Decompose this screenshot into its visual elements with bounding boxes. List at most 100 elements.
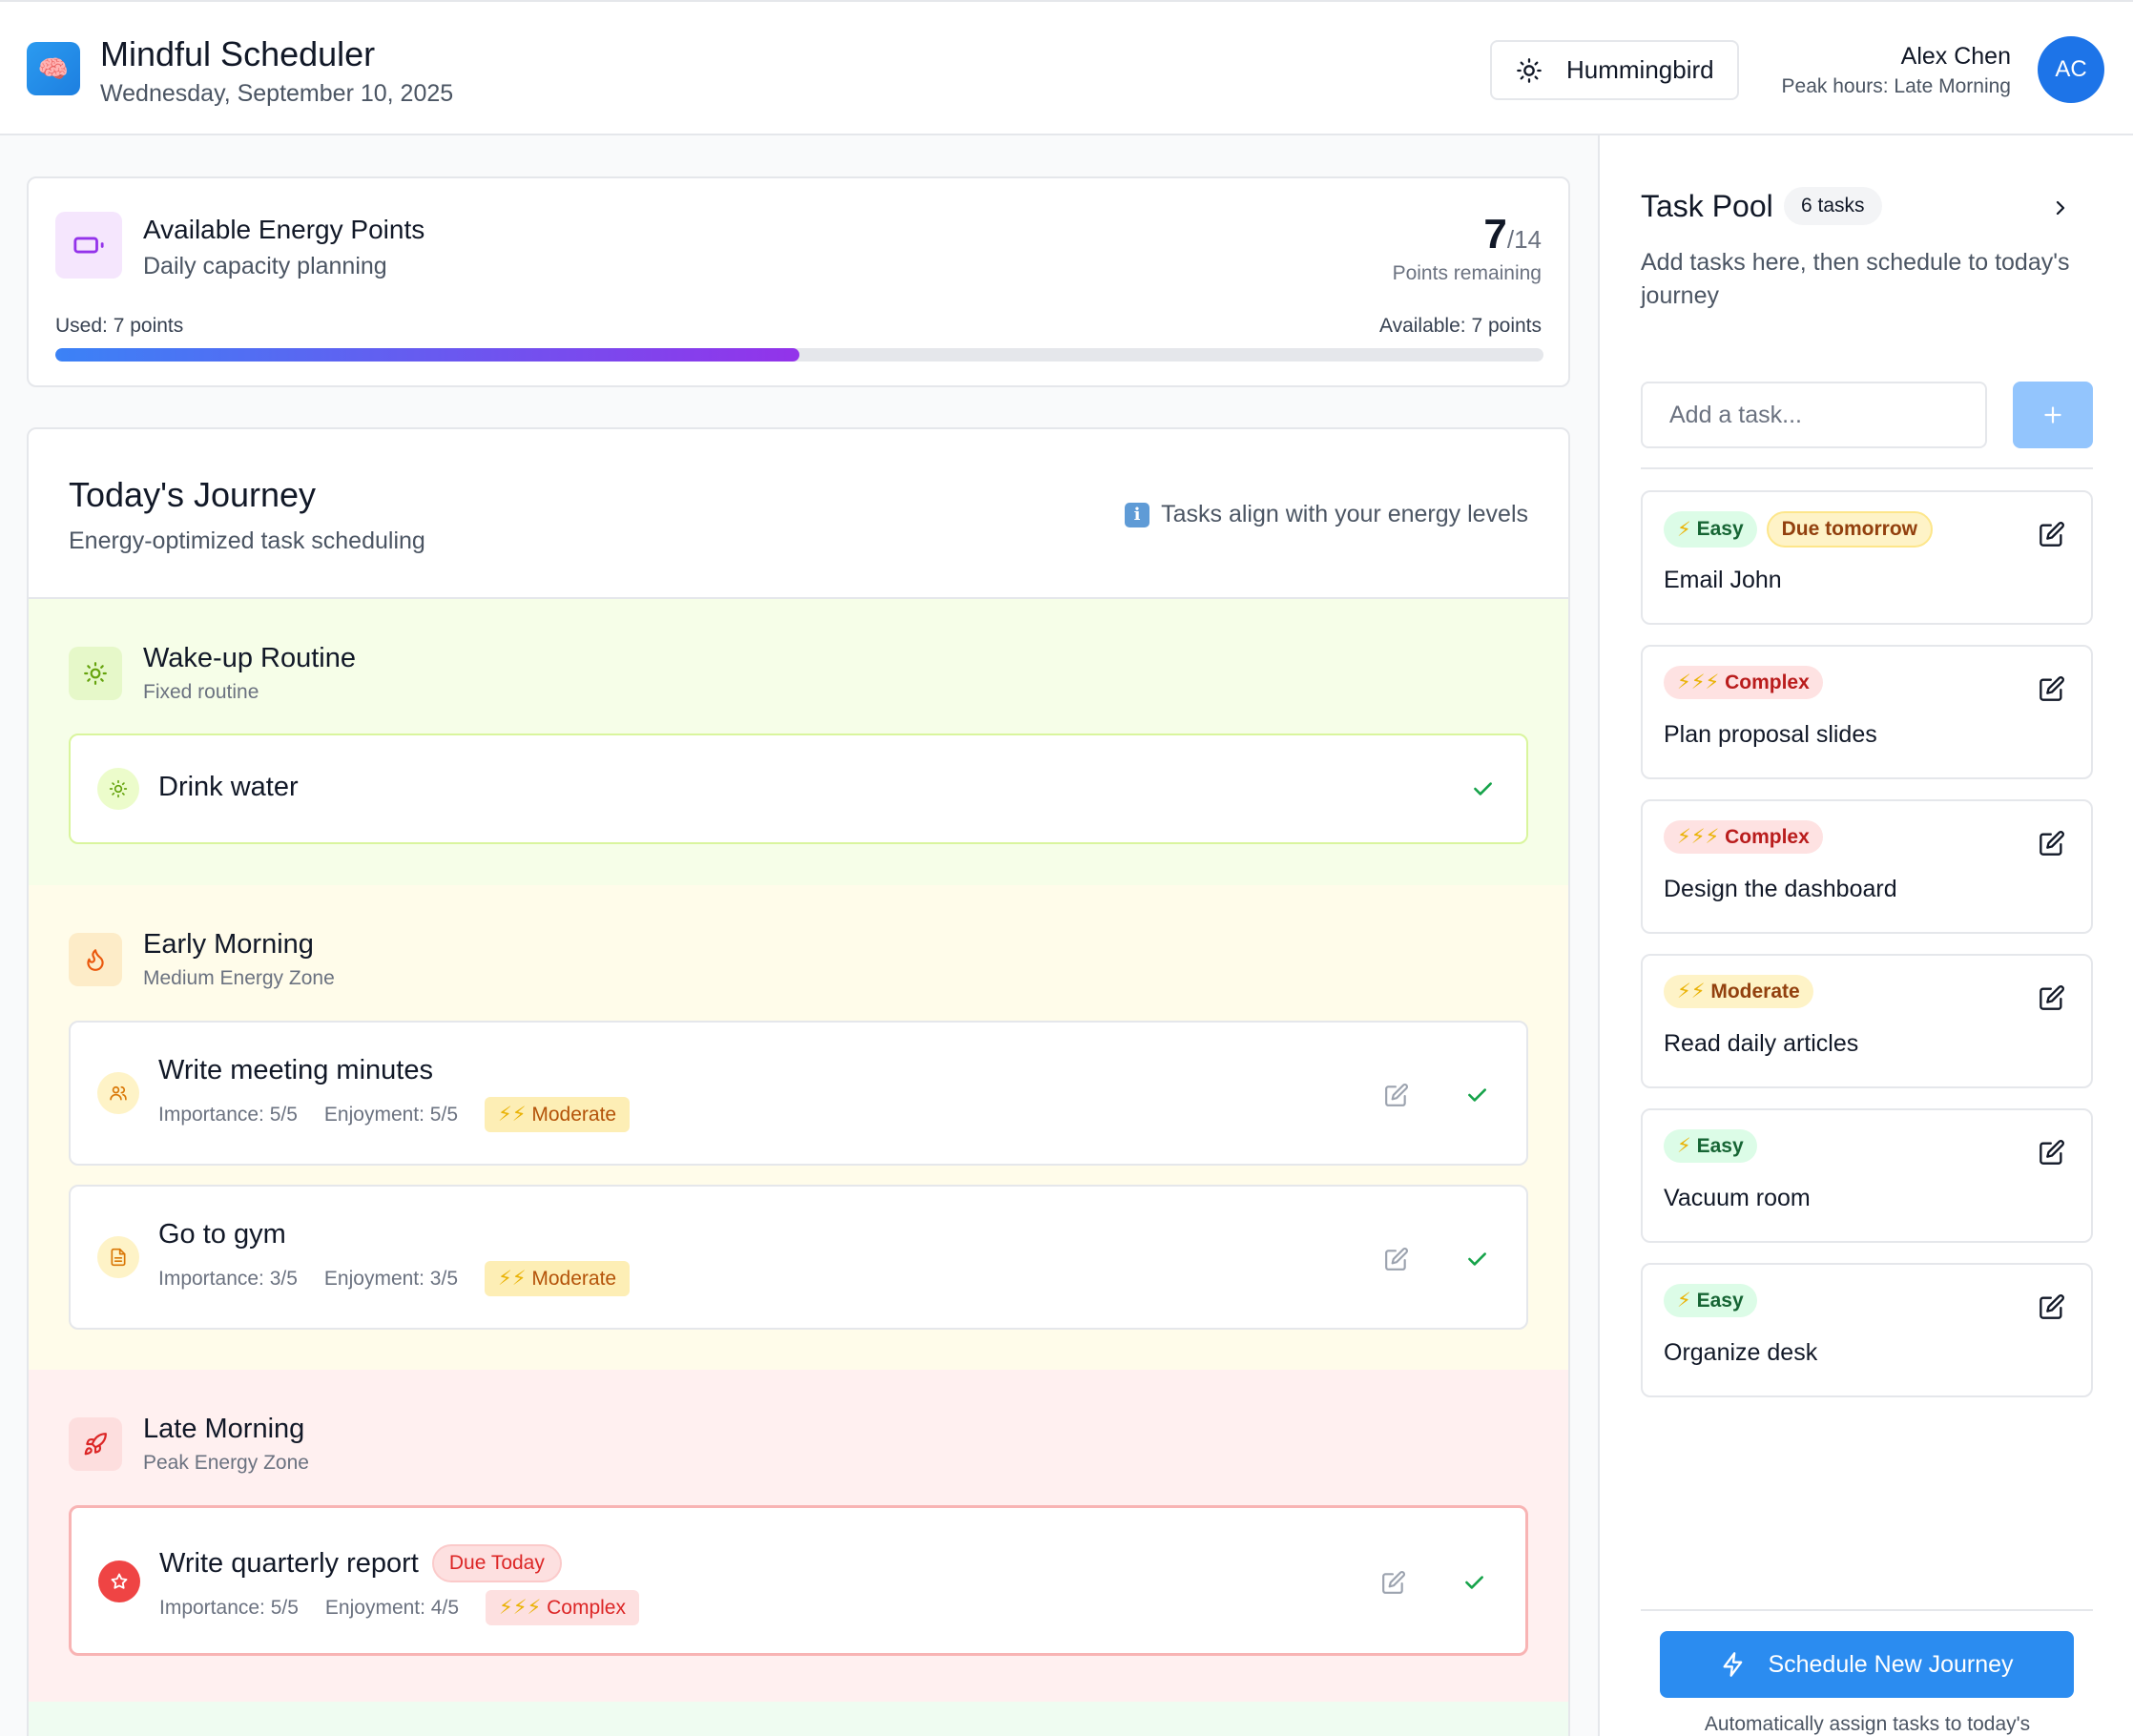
- app-header: 🧠 Mindful Scheduler Wednesday, September…: [0, 0, 2133, 135]
- check-icon: [1468, 1088, 1486, 1102]
- pool-description: Add tasks here, then schedule to today's…: [1641, 249, 2070, 309]
- edit-icon: [1382, 1571, 1405, 1594]
- edit-icon: [1385, 1084, 1408, 1106]
- lightning-icon: ⚡⚡⚡: [499, 1597, 542, 1619]
- section-subtitle: Medium Energy Zone: [143, 967, 335, 989]
- user-name: Alex Chen: [1900, 43, 2011, 70]
- lightning-icon: ⚡: [1677, 518, 1691, 541]
- schedule-journey-button[interactable]: Schedule New Journey: [1660, 1631, 2074, 1698]
- edit-task-button[interactable]: [2035, 672, 2069, 706]
- section-next: [29, 1702, 1568, 1736]
- task-card[interactable]: Drink water: [69, 734, 1528, 844]
- task-name: Drink water: [158, 772, 299, 802]
- check-icon: [1474, 782, 1492, 796]
- task-enjoyment: Enjoyment: 4/5: [324, 1596, 460, 1619]
- pool-task-card[interactable]: ⚡⚡⚡ Complex Plan proposal slides: [1641, 645, 2093, 779]
- sun-icon: [97, 768, 139, 810]
- pool-task-card[interactable]: ⚡⚡⚡ Complex Design the dashboard: [1641, 799, 2093, 934]
- lightning-icon: ⚡⚡⚡: [1677, 672, 1720, 693]
- energy-tag: ⚡⚡⚡ Complex: [1664, 820, 1823, 854]
- lightning-icon: ⚡⚡: [498, 1268, 527, 1290]
- edit-icon: [2040, 831, 2064, 856]
- edit-task-button[interactable]: [1379, 1242, 1414, 1276]
- persona-button[interactable]: Hummingbird: [1490, 40, 1739, 100]
- pool-task-title: Vacuum room: [1664, 1185, 1811, 1211]
- section-early-morning: Early Morning Medium Energy Zone Write m…: [29, 885, 1568, 1370]
- user-peak-hours: Peak hours: Late Morning: [1781, 75, 2011, 97]
- journey-title: Today's Journey: [69, 475, 317, 514]
- pool-title: Task Pool: [1641, 189, 1773, 223]
- task-meta: Importance: 5/5 Enjoyment: 4/5 ⚡⚡⚡ Compl…: [159, 1590, 639, 1625]
- section-late-morning: Late Morning Peak Energy Zone Write quar…: [29, 1370, 1568, 1702]
- app-title: Mindful Scheduler: [100, 34, 376, 73]
- section-wake-up: Wake-up Routine Fixed routine Drink wate…: [29, 599, 1568, 885]
- pool-footer-divider: [1641, 1609, 2093, 1611]
- task-importance: Importance: 3/5: [158, 1267, 298, 1290]
- energy-remaining-label: Points remaining: [1392, 262, 1542, 284]
- pool-task-card[interactable]: ⚡ Easy Due tomorrow Email John: [1641, 490, 2093, 625]
- energy-tag: ⚡ Easy: [1664, 511, 1757, 548]
- pool-task-card[interactable]: ⚡⚡ Moderate Read daily articles: [1641, 954, 2093, 1088]
- pool-task-title: Organize desk: [1664, 1339, 1818, 1366]
- add-task-input[interactable]: [1641, 382, 1987, 448]
- complete-task-button[interactable]: [1457, 1565, 1491, 1600]
- task-name: Write meeting minutes: [158, 1055, 433, 1085]
- energy-tag-label: Easy: [1696, 518, 1744, 540]
- energy-tag: ⚡⚡ Moderate: [1664, 975, 1813, 1008]
- plus-icon: [2044, 406, 2061, 424]
- section-subtitle: Fixed routine: [143, 681, 259, 703]
- check-icon: [1465, 1576, 1483, 1589]
- complete-task-button[interactable]: [1460, 1242, 1494, 1276]
- task-importance: Importance: 5/5: [159, 1596, 299, 1619]
- task-importance: Importance: 5/5: [158, 1103, 298, 1126]
- edit-task-button[interactable]: [2035, 826, 2069, 860]
- check-icon: [1468, 1252, 1486, 1266]
- energy-progress-bar: [55, 348, 1543, 362]
- complete-task-button[interactable]: [1465, 772, 1500, 806]
- pool-task-card[interactable]: ⚡ Easy Vacuum room: [1641, 1108, 2093, 1243]
- pool-task-card[interactable]: ⚡ Easy Organize desk: [1641, 1263, 2093, 1397]
- edit-icon: [1385, 1248, 1408, 1271]
- collapse-pool-button[interactable]: [2043, 191, 2078, 225]
- edit-task-button[interactable]: [2035, 1290, 2069, 1324]
- rocket-icon: [69, 1417, 122, 1471]
- energy-level-label: Moderate: [531, 1267, 617, 1290]
- energy-title: Available Energy Points: [143, 215, 425, 244]
- journey-note-text: Tasks align with your energy levels: [1161, 501, 1528, 527]
- lightning-icon: ⚡: [1677, 1135, 1691, 1157]
- task-card[interactable]: Write meeting minutes Importance: 5/5 En…: [69, 1021, 1528, 1166]
- energy-level-label: Complex: [547, 1596, 626, 1619]
- task-card[interactable]: Go to gym Importance: 3/5 Enjoyment: 3/5…: [69, 1185, 1528, 1330]
- energy-level-badge: ⚡⚡ Moderate: [485, 1261, 631, 1296]
- pool-task-title: Design the dashboard: [1664, 876, 1897, 902]
- lightning-icon: ⚡⚡: [498, 1104, 527, 1126]
- lightning-icon: [1723, 1652, 1743, 1677]
- energy-tag-label: Complex: [1725, 825, 1810, 848]
- task-card[interactable]: Write quarterly report Due Today Importa…: [69, 1505, 1528, 1656]
- complete-task-button[interactable]: [1460, 1078, 1494, 1112]
- due-tag: Due tomorrow: [1766, 511, 1933, 548]
- edit-task-button[interactable]: [1377, 1565, 1411, 1600]
- edit-task-button[interactable]: [1379, 1078, 1414, 1112]
- task-enjoyment: Enjoyment: 3/5: [323, 1267, 459, 1290]
- avatar[interactable]: AC: [2038, 36, 2104, 103]
- task-enjoyment: Enjoyment: 5/5: [323, 1103, 459, 1126]
- energy-total: /14: [1506, 225, 1542, 254]
- task-meta: Importance: 3/5 Enjoyment: 3/5 ⚡⚡ Modera…: [158, 1261, 631, 1296]
- edit-task-button[interactable]: [2035, 517, 2069, 551]
- due-today-badge: Due Today: [431, 1544, 562, 1582]
- battery-icon: [55, 212, 122, 279]
- section-title: Wake-up Routine: [143, 643, 356, 673]
- task-meta: Importance: 5/5 Enjoyment: 5/5 ⚡⚡ Modera…: [158, 1097, 631, 1132]
- energy-card: Available Energy Points Daily capacity p…: [27, 176, 1570, 387]
- pool-divider: [1641, 467, 2093, 469]
- edit-task-button[interactable]: [2035, 1135, 2069, 1169]
- edit-task-button[interactable]: [2035, 981, 2069, 1015]
- energy-tag: ⚡ Easy: [1664, 1284, 1757, 1317]
- schedule-note: Automatically assign tasks to today's: [1704, 1713, 2031, 1735]
- add-task-button[interactable]: [2013, 382, 2093, 448]
- info-icon: i: [1125, 502, 1150, 527]
- energy-remaining-value: 7/14: [1483, 211, 1542, 258]
- energy-used-label: Used: 7 points: [55, 315, 184, 337]
- journey-card: Today's Journey Energy-optimized task sc…: [27, 427, 1570, 1736]
